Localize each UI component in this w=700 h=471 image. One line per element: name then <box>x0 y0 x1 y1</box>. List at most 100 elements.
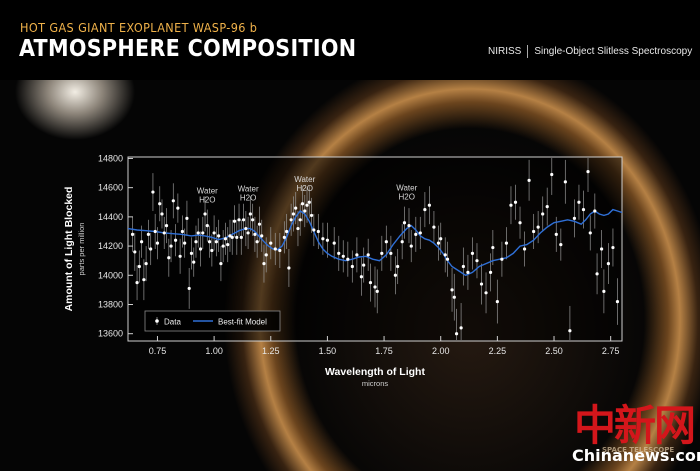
data-point <box>595 272 599 276</box>
data-point <box>169 244 173 248</box>
data-point <box>316 229 320 234</box>
x-tick-label: 1.25 <box>262 346 280 356</box>
data-point <box>244 226 248 231</box>
data-point <box>257 222 262 226</box>
legend-data-marker <box>155 319 159 323</box>
data-point <box>488 270 493 274</box>
data-point <box>180 229 184 234</box>
data-point <box>602 289 606 293</box>
data-point <box>226 243 230 247</box>
data-point <box>155 241 160 245</box>
watermark-faint: SPACE TELESCOPE <box>602 446 675 454</box>
data-point <box>593 209 597 213</box>
data-point <box>527 178 531 182</box>
data-point <box>296 226 300 231</box>
x-tick-label: 0.75 <box>149 346 167 356</box>
y-tick-label: 13800 <box>98 299 123 309</box>
data-point <box>504 241 509 245</box>
data-point <box>160 212 164 216</box>
data-point <box>264 253 268 257</box>
data-point <box>409 244 413 248</box>
header-bar: HOT GAS GIANT EXOPLANET WASP-96 b ATMOSP… <box>0 0 700 80</box>
data-point <box>176 206 180 210</box>
data-point <box>368 280 373 285</box>
data-point <box>198 247 203 251</box>
data-point <box>294 206 298 210</box>
data-point <box>513 200 518 204</box>
data-point <box>402 221 407 225</box>
instrument-name: NIRISS <box>488 46 522 58</box>
data-point <box>606 262 611 266</box>
y-tick-label: 14600 <box>98 183 123 193</box>
data-point <box>149 247 153 251</box>
data-point <box>355 253 359 257</box>
y-tick-label: 14400 <box>98 212 123 222</box>
data-point <box>146 232 150 236</box>
data-point <box>479 282 484 286</box>
data-point <box>581 207 586 212</box>
data-point <box>253 232 257 236</box>
annotation-water: Water <box>396 184 417 193</box>
data-point <box>346 257 350 261</box>
data-point <box>550 172 554 177</box>
data-point <box>269 241 273 245</box>
data-point <box>237 218 241 222</box>
data-point <box>205 224 209 228</box>
data-point <box>600 247 604 251</box>
y-axis-label: Amount of Light Blocked <box>63 187 75 312</box>
data-point <box>432 225 436 229</box>
data-point <box>298 218 302 222</box>
data-point <box>341 254 345 258</box>
data-point <box>178 254 182 258</box>
data-point <box>137 264 141 269</box>
data-point <box>223 237 228 241</box>
data-point <box>241 218 246 222</box>
data-point <box>443 253 447 257</box>
y-tick-label: 14800 <box>98 153 123 163</box>
data-point <box>189 251 194 255</box>
data-point <box>407 224 411 228</box>
data-point <box>248 212 252 216</box>
data-point <box>445 257 450 261</box>
data-point <box>135 280 139 285</box>
data-point <box>196 231 200 235</box>
annotation-water: Water <box>238 184 259 193</box>
annotation-formula: H2O <box>240 193 256 202</box>
data-point <box>217 234 221 238</box>
data-point <box>255 240 259 244</box>
data-point <box>563 180 567 184</box>
data-point <box>278 248 282 253</box>
data-point <box>289 218 293 222</box>
data-point <box>221 244 225 248</box>
x-tick-label: 2.00 <box>432 346 450 356</box>
data-point <box>518 221 522 225</box>
data-point <box>282 235 286 239</box>
x-tick-label: 2.50 <box>545 346 563 356</box>
data-point <box>532 229 536 234</box>
data-point <box>130 232 135 236</box>
x-tick-label: 1.00 <box>205 346 223 356</box>
data-point <box>201 231 205 235</box>
plot-area <box>127 156 623 342</box>
instrument-label: NIRISS Single-Object Slitless Spectroscop… <box>488 45 692 58</box>
data-point <box>307 200 311 204</box>
divider <box>527 45 529 58</box>
data-point <box>454 332 459 336</box>
page-title: ATMOSPHERE COMPOSITION <box>19 36 357 62</box>
data-point <box>423 207 427 212</box>
annotation-formula: H2O <box>398 193 414 202</box>
data-point <box>373 285 377 289</box>
data-point <box>194 240 198 244</box>
data-point <box>439 237 443 241</box>
x-tick-label: 2.25 <box>489 346 507 356</box>
data-point <box>350 264 354 269</box>
annotation-formula: H2O <box>297 184 313 193</box>
y-tick-label: 13600 <box>98 329 123 339</box>
data-point <box>325 238 330 242</box>
data-point <box>418 231 422 235</box>
data-point <box>185 216 189 220</box>
data-point <box>362 263 366 267</box>
data-point <box>466 270 470 274</box>
